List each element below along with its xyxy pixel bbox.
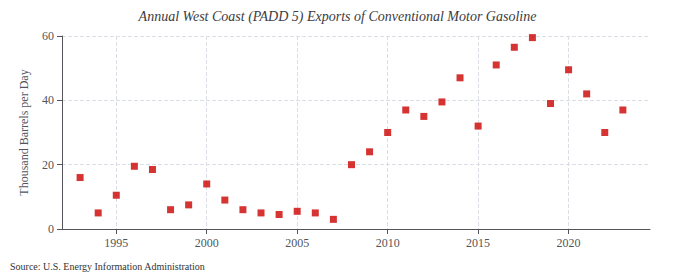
- svg-text:60: 60: [42, 29, 54, 43]
- svg-text:2005: 2005: [285, 236, 309, 250]
- svg-text:2010: 2010: [376, 236, 400, 250]
- svg-text:2020: 2020: [557, 236, 581, 250]
- svg-text:40: 40: [42, 93, 54, 107]
- svg-text:20: 20: [42, 158, 54, 172]
- svg-text:Source: U.S. Energy Informatio: Source: U.S. Energy Information Administ…: [10, 261, 205, 272]
- svg-text:2015: 2015: [466, 236, 490, 250]
- svg-text:Thousand Barrels per Day: Thousand Barrels per Day: [17, 69, 31, 195]
- svg-text:1995: 1995: [104, 236, 128, 250]
- svg-text:Annual West Coast (PADD 5) Exp: Annual West Coast (PADD 5) Exports of Co…: [138, 9, 537, 25]
- svg-text:0: 0: [48, 222, 54, 236]
- svg-text:2000: 2000: [195, 236, 219, 250]
